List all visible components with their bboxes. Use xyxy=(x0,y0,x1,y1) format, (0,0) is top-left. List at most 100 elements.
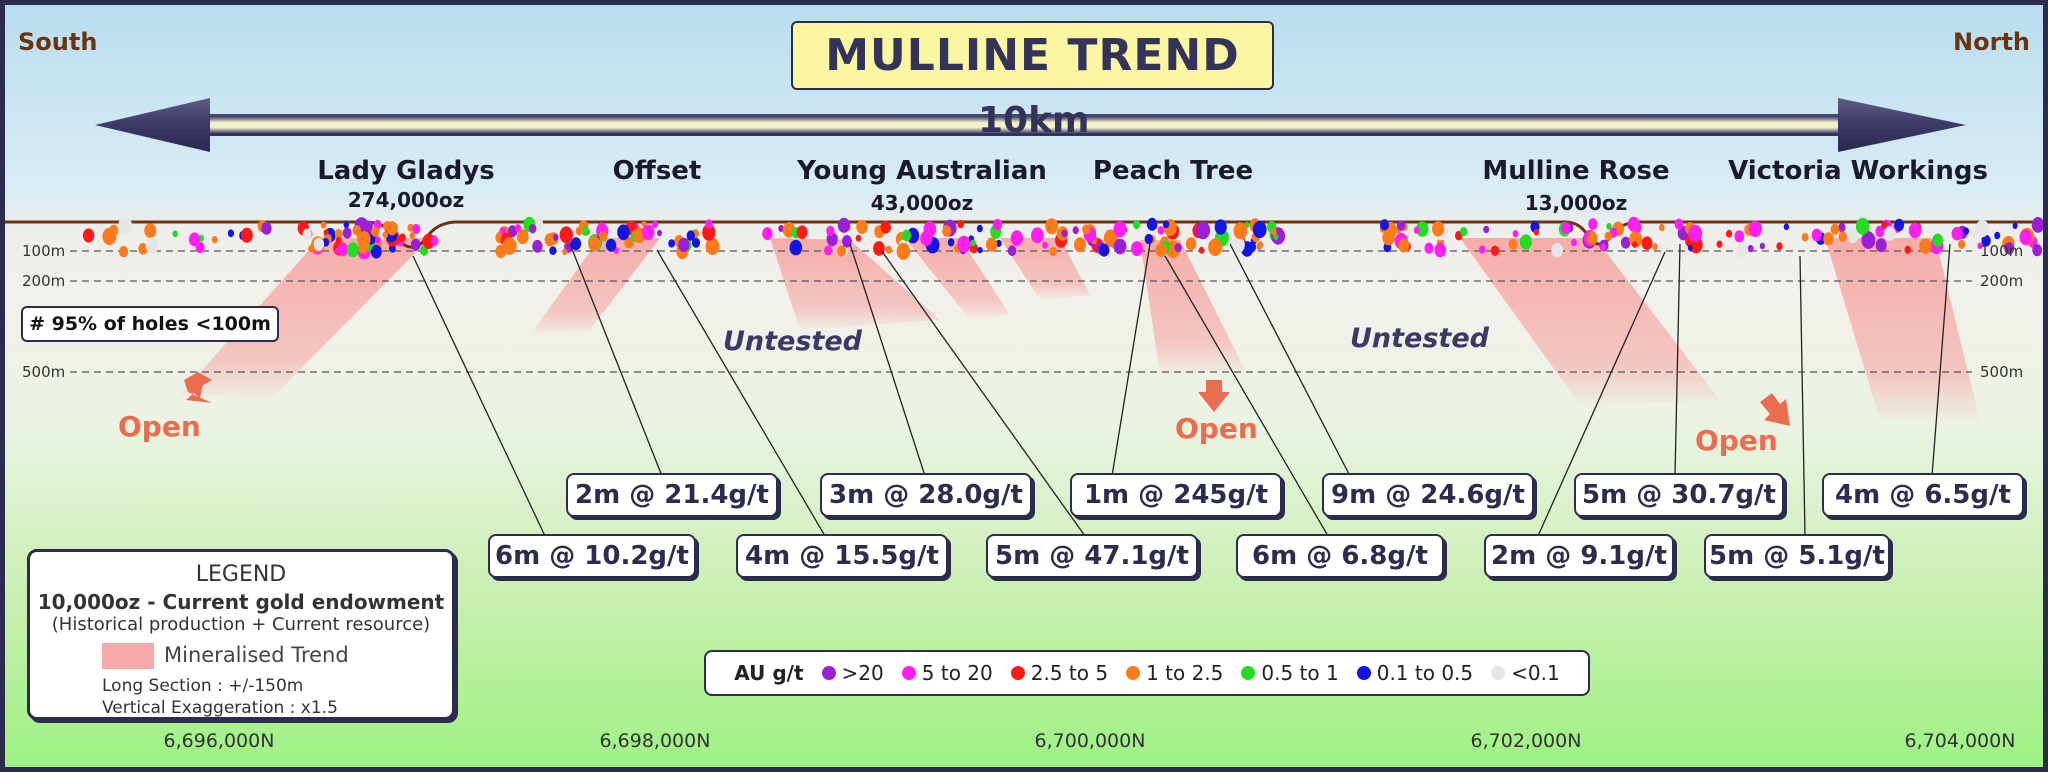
assay-dot xyxy=(575,226,583,236)
assay-dot xyxy=(826,225,835,237)
assay-dot xyxy=(1600,243,1607,251)
assay-dot xyxy=(1049,246,1057,257)
assay-dot xyxy=(678,237,690,252)
assay-dot xyxy=(1398,238,1410,253)
depth-500m-left: 500m xyxy=(22,363,66,381)
depth-100m-right: 100m xyxy=(1980,242,2024,260)
assay-dot xyxy=(1144,233,1154,245)
assay-dot xyxy=(1174,243,1182,253)
assay-dot xyxy=(1042,241,1048,249)
assay-dot xyxy=(553,233,559,241)
assay-dot xyxy=(144,223,157,239)
assay-dot xyxy=(502,237,517,255)
depth-500m-right: 500m xyxy=(1980,363,2024,381)
assay-dot xyxy=(1963,227,1970,235)
au-bin-label: <0.1 xyxy=(1511,661,1560,685)
assay-dot xyxy=(1586,231,1598,245)
intercept-callout: 2m @ 21.4g/t xyxy=(566,473,778,517)
assay-dot xyxy=(529,224,537,234)
assay-dot xyxy=(514,224,522,232)
deposit-victoria-workings: Victoria Workings xyxy=(1728,156,1988,186)
assay-dot xyxy=(1424,242,1434,254)
assay-dot xyxy=(1855,217,1870,235)
assay-dot xyxy=(119,245,129,258)
assay-dot xyxy=(856,219,868,234)
assay-dot xyxy=(841,235,852,248)
assay-dot xyxy=(642,224,655,241)
assay-dot xyxy=(1049,225,1056,233)
assay-dot xyxy=(172,230,178,238)
deposit-young-australian: Young Australian xyxy=(797,156,1047,186)
assay-dot xyxy=(652,220,658,229)
assay-dot xyxy=(1256,241,1264,250)
assay-dot xyxy=(382,231,389,239)
legend-box: LEGEND 10,000oz - Current gold endowment… xyxy=(27,549,455,720)
assay-dot xyxy=(410,238,421,251)
assay-dot xyxy=(1380,219,1389,231)
assay-dot xyxy=(1620,236,1631,249)
assay-dot xyxy=(1533,228,1540,236)
au-bin-dot xyxy=(1126,666,1141,680)
assay-dot xyxy=(138,243,148,255)
assay-dot xyxy=(1604,231,1612,241)
untested-label-2: Untested xyxy=(1350,323,1489,354)
assay-dot xyxy=(1460,227,1468,237)
assay-dot xyxy=(1776,242,1783,251)
au-bin: 2.5 to 5 xyxy=(1010,661,1108,685)
open-label-3: Open xyxy=(1695,424,1778,457)
deposit-peach-tree: Peach Tree xyxy=(1092,156,1254,186)
assay-dot xyxy=(702,224,716,241)
au-bin-label: >20 xyxy=(841,661,884,685)
au-bin-label: 1 to 2.5 xyxy=(1146,661,1224,685)
assay-dot xyxy=(691,237,701,248)
assay-dot xyxy=(1641,236,1653,250)
intercept-callout: 5m @ 30.7g/t xyxy=(1574,473,1784,517)
au-bin: >20 xyxy=(821,661,884,685)
assay-dot xyxy=(570,237,582,251)
assay-dot xyxy=(1726,229,1733,238)
assay-dot xyxy=(599,231,608,242)
au-bin-dot xyxy=(1491,666,1506,680)
assay-dot xyxy=(1659,223,1665,232)
assay-dot xyxy=(1195,221,1211,240)
assay-dot xyxy=(1561,222,1571,235)
diagram-title: MULLINE TREND xyxy=(791,21,1274,90)
assay-dot xyxy=(1413,226,1420,234)
assay-dot xyxy=(1099,243,1110,257)
assay-dot xyxy=(412,223,421,235)
intercept-callout: 5m @ 5.1g/t xyxy=(1704,534,1890,578)
assay-dot xyxy=(1932,233,1943,247)
au-bin-dot xyxy=(821,666,836,680)
assay-dot xyxy=(320,221,327,229)
depth-200m-right: 200m xyxy=(1980,272,2024,290)
assay-dot xyxy=(1748,220,1762,238)
assay-dot xyxy=(549,246,557,256)
assay-dot xyxy=(880,220,891,234)
distance-label: 10km xyxy=(978,100,1090,141)
assay-dot xyxy=(1881,220,1888,229)
assay-dot xyxy=(118,216,133,234)
assay-dot xyxy=(1977,242,1983,250)
au-bin-dot xyxy=(1241,666,1256,680)
northing-label: 6,704,000N xyxy=(1904,730,2016,752)
assay-dot xyxy=(1208,238,1223,256)
assay-dot xyxy=(970,239,976,247)
assay-dot xyxy=(409,232,416,239)
au-bin-label: 0.1 to 0.5 xyxy=(1376,661,1474,685)
assay-dot xyxy=(337,242,349,256)
assay-dot xyxy=(1632,241,1638,248)
assay-dot xyxy=(352,225,362,236)
assay-dot xyxy=(1082,224,1090,235)
assay-dot xyxy=(1010,230,1024,246)
assay-dot xyxy=(824,245,833,256)
assay-dot xyxy=(1214,219,1227,235)
assay-dot xyxy=(789,239,803,256)
assay-dot xyxy=(855,234,862,242)
depth-lines xyxy=(70,250,1972,373)
assay-dot xyxy=(977,246,983,254)
assay-dot xyxy=(313,237,324,251)
deposit-mulline-rose: Mulline Rose xyxy=(1482,156,1670,186)
assay-dot xyxy=(430,236,439,247)
assay-dot xyxy=(335,236,342,245)
